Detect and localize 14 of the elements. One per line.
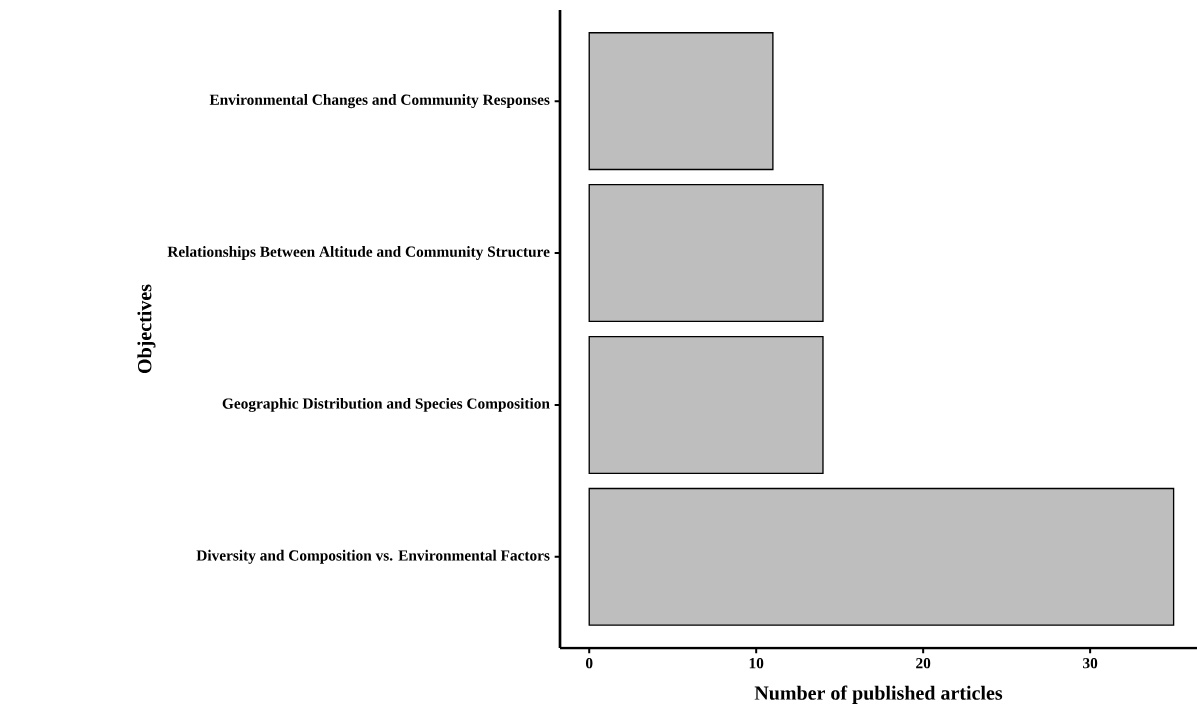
bar (588, 184, 824, 323)
x-axis-title: Number of published articles (754, 685, 1003, 704)
y-tick-label: Geographic Distribution and Species Composition (222, 397, 550, 412)
bar (588, 335, 824, 474)
x-tick-label: 0 (585, 658, 593, 669)
x-tick-label: 20 (916, 658, 931, 669)
bar (588, 32, 774, 171)
y-tick-label: Environmental Changes and Community Responses (209, 94, 550, 109)
x-tick-label: 10 (749, 658, 764, 669)
y-tick-label: Diversity and Composition vs. Environmental Factors (196, 549, 550, 564)
bar (588, 487, 1175, 626)
y-axis-title: Objectives (137, 284, 156, 373)
y-tick-label: Relationships Between Altitude and Community Structure (167, 246, 550, 261)
x-tick-label: 30 (1083, 658, 1098, 669)
